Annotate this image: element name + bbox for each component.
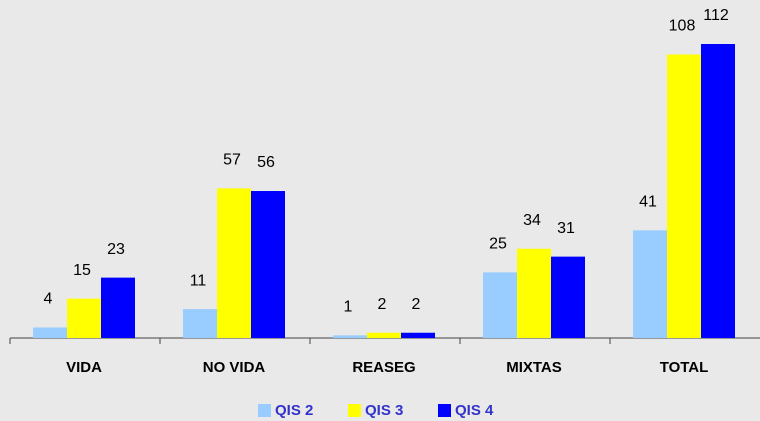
value-label: 15 [73,262,91,279]
x-tick-label: NO VIDA [203,359,266,376]
bar [333,335,367,338]
value-label: 4 [44,291,53,308]
value-label: 1 [344,299,353,316]
x-tick-label: REASEG [352,359,415,376]
x-tick-label: TOTAL [660,359,709,376]
value-label: 2 [412,296,421,313]
value-label: 41 [639,194,657,211]
x-tick-label: VIDA [66,359,102,376]
value-label: 56 [257,154,275,171]
x-tick-label: MIXTAS [506,359,562,376]
value-label: 31 [557,220,575,237]
bar [251,191,285,338]
bar [33,327,67,338]
bar [217,188,251,338]
value-label: 2 [378,296,387,313]
bar [367,332,401,338]
value-label: 23 [107,241,125,258]
legend-label: QIS 4 [455,402,494,419]
legend-swatch [258,404,271,417]
bar [401,332,435,338]
value-label: 25 [489,236,507,253]
bar [67,298,101,338]
value-label: 108 [669,18,696,35]
value-label: 57 [223,152,241,169]
legend-label: QIS 2 [275,402,313,419]
bar [101,277,135,338]
legend-label: QIS 3 [365,402,403,419]
value-label: 11 [190,272,207,289]
legend-swatch [348,404,361,417]
bar [701,44,735,338]
bar [667,54,701,338]
legend-swatch [438,404,451,417]
value-label: 112 [703,7,729,24]
bar [633,230,667,338]
bar [483,272,517,338]
bar [517,248,551,338]
bar [551,256,585,338]
bar [183,309,217,338]
value-label: 34 [523,212,541,229]
